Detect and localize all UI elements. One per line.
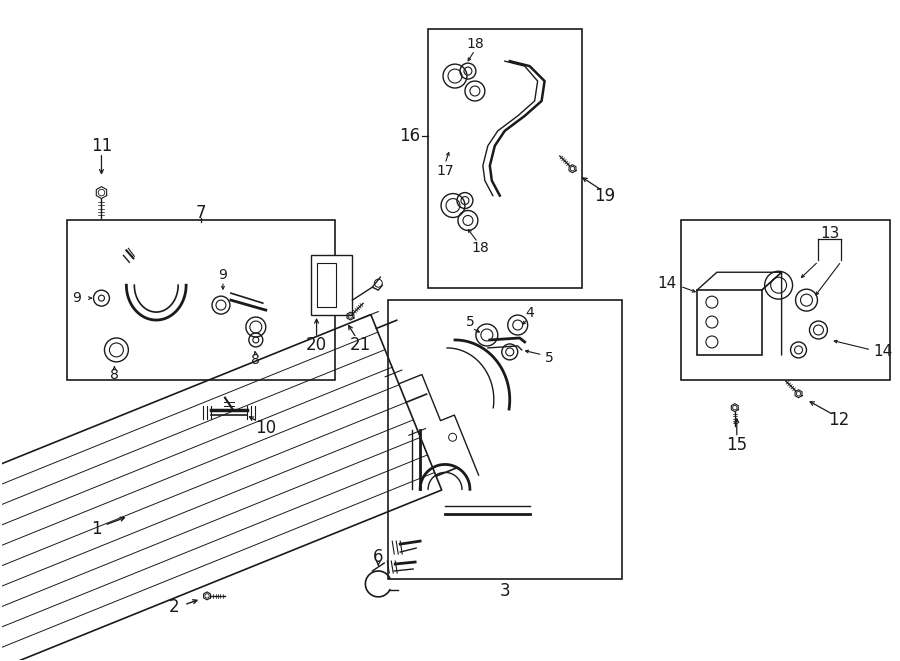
- Text: 9: 9: [72, 291, 81, 305]
- Text: 3: 3: [500, 582, 510, 600]
- Text: 14: 14: [873, 344, 893, 360]
- Text: 20: 20: [306, 336, 327, 354]
- Bar: [317, 263, 337, 307]
- Bar: [67, 221, 336, 380]
- Text: 18: 18: [471, 241, 489, 255]
- Bar: [681, 221, 890, 380]
- Bar: [428, 29, 582, 288]
- Text: 21: 21: [350, 336, 371, 354]
- Text: 1: 1: [91, 520, 102, 538]
- Bar: [697, 290, 761, 355]
- Text: 15: 15: [726, 436, 747, 453]
- Text: 4: 4: [526, 306, 534, 320]
- Text: 7: 7: [196, 204, 206, 223]
- Text: 16: 16: [399, 127, 420, 145]
- Bar: [388, 300, 622, 579]
- Text: 8: 8: [251, 353, 260, 367]
- Text: 6: 6: [374, 548, 383, 566]
- Text: 19: 19: [594, 186, 615, 204]
- Text: 13: 13: [821, 226, 840, 241]
- Text: 5: 5: [544, 351, 554, 365]
- Text: 8: 8: [110, 368, 119, 382]
- Text: 12: 12: [828, 410, 849, 428]
- Text: 2: 2: [168, 598, 179, 616]
- Text: 5: 5: [465, 315, 474, 329]
- Text: 11: 11: [91, 137, 112, 155]
- Text: 17: 17: [436, 164, 454, 178]
- Text: 10: 10: [256, 418, 276, 436]
- Text: 14: 14: [658, 276, 677, 291]
- Text: 18: 18: [466, 37, 484, 51]
- Text: 9: 9: [219, 268, 228, 282]
- Bar: [310, 255, 353, 315]
